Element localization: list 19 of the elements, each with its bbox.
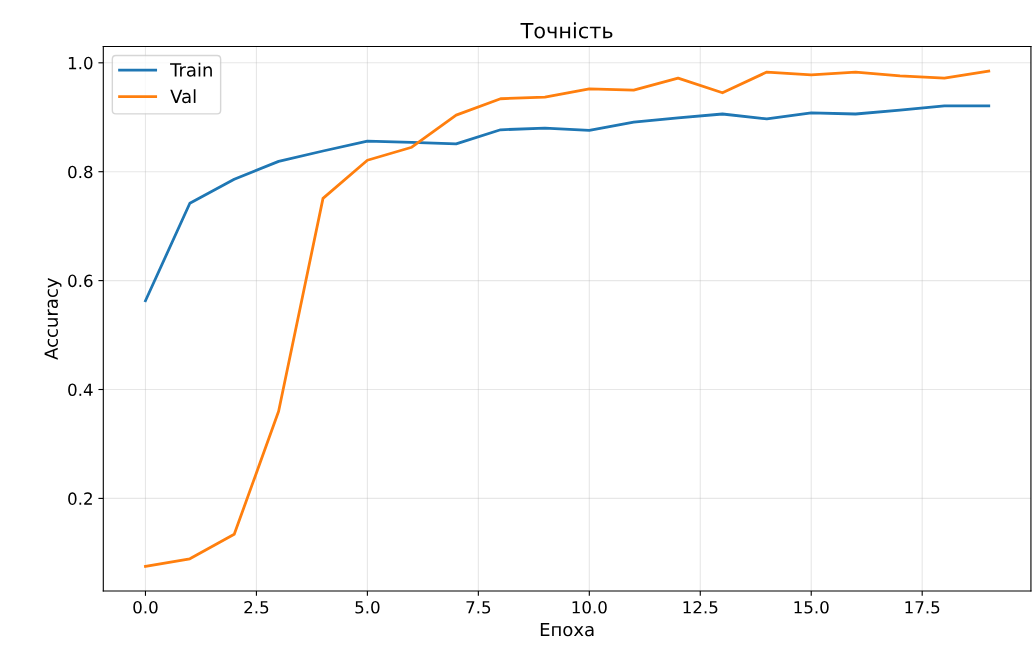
legend-label: Train (170, 62, 212, 77)
x-tick-label: 17.5 (905, 601, 940, 614)
x-tick-label: 12.5 (683, 600, 718, 614)
y-tick-label: 0.2 (68, 492, 92, 505)
x-tick-label: 0.0 (133, 600, 158, 614)
y-tick-label: 0.6 (68, 274, 93, 288)
legend-label: Val (170, 89, 196, 104)
x-tick-label: 10.0 (572, 600, 607, 614)
y-axis-title: Accuracy (44, 278, 62, 360)
line-series (144, 104, 991, 303)
y-tick-label: 0.4 (68, 383, 93, 397)
x-tick-label: 15.0 (794, 600, 829, 614)
y-tick-label: 1.0 (68, 56, 93, 70)
chart-title: Точність (520, 22, 613, 39)
x-tick-label: 5.0 (355, 600, 380, 614)
x-axis-title: Епоха (540, 622, 594, 637)
x-tick-label: 2.5 (244, 600, 269, 614)
y-tick-label: 0.8 (68, 165, 93, 179)
x-tick-label: 7.5 (466, 601, 491, 614)
